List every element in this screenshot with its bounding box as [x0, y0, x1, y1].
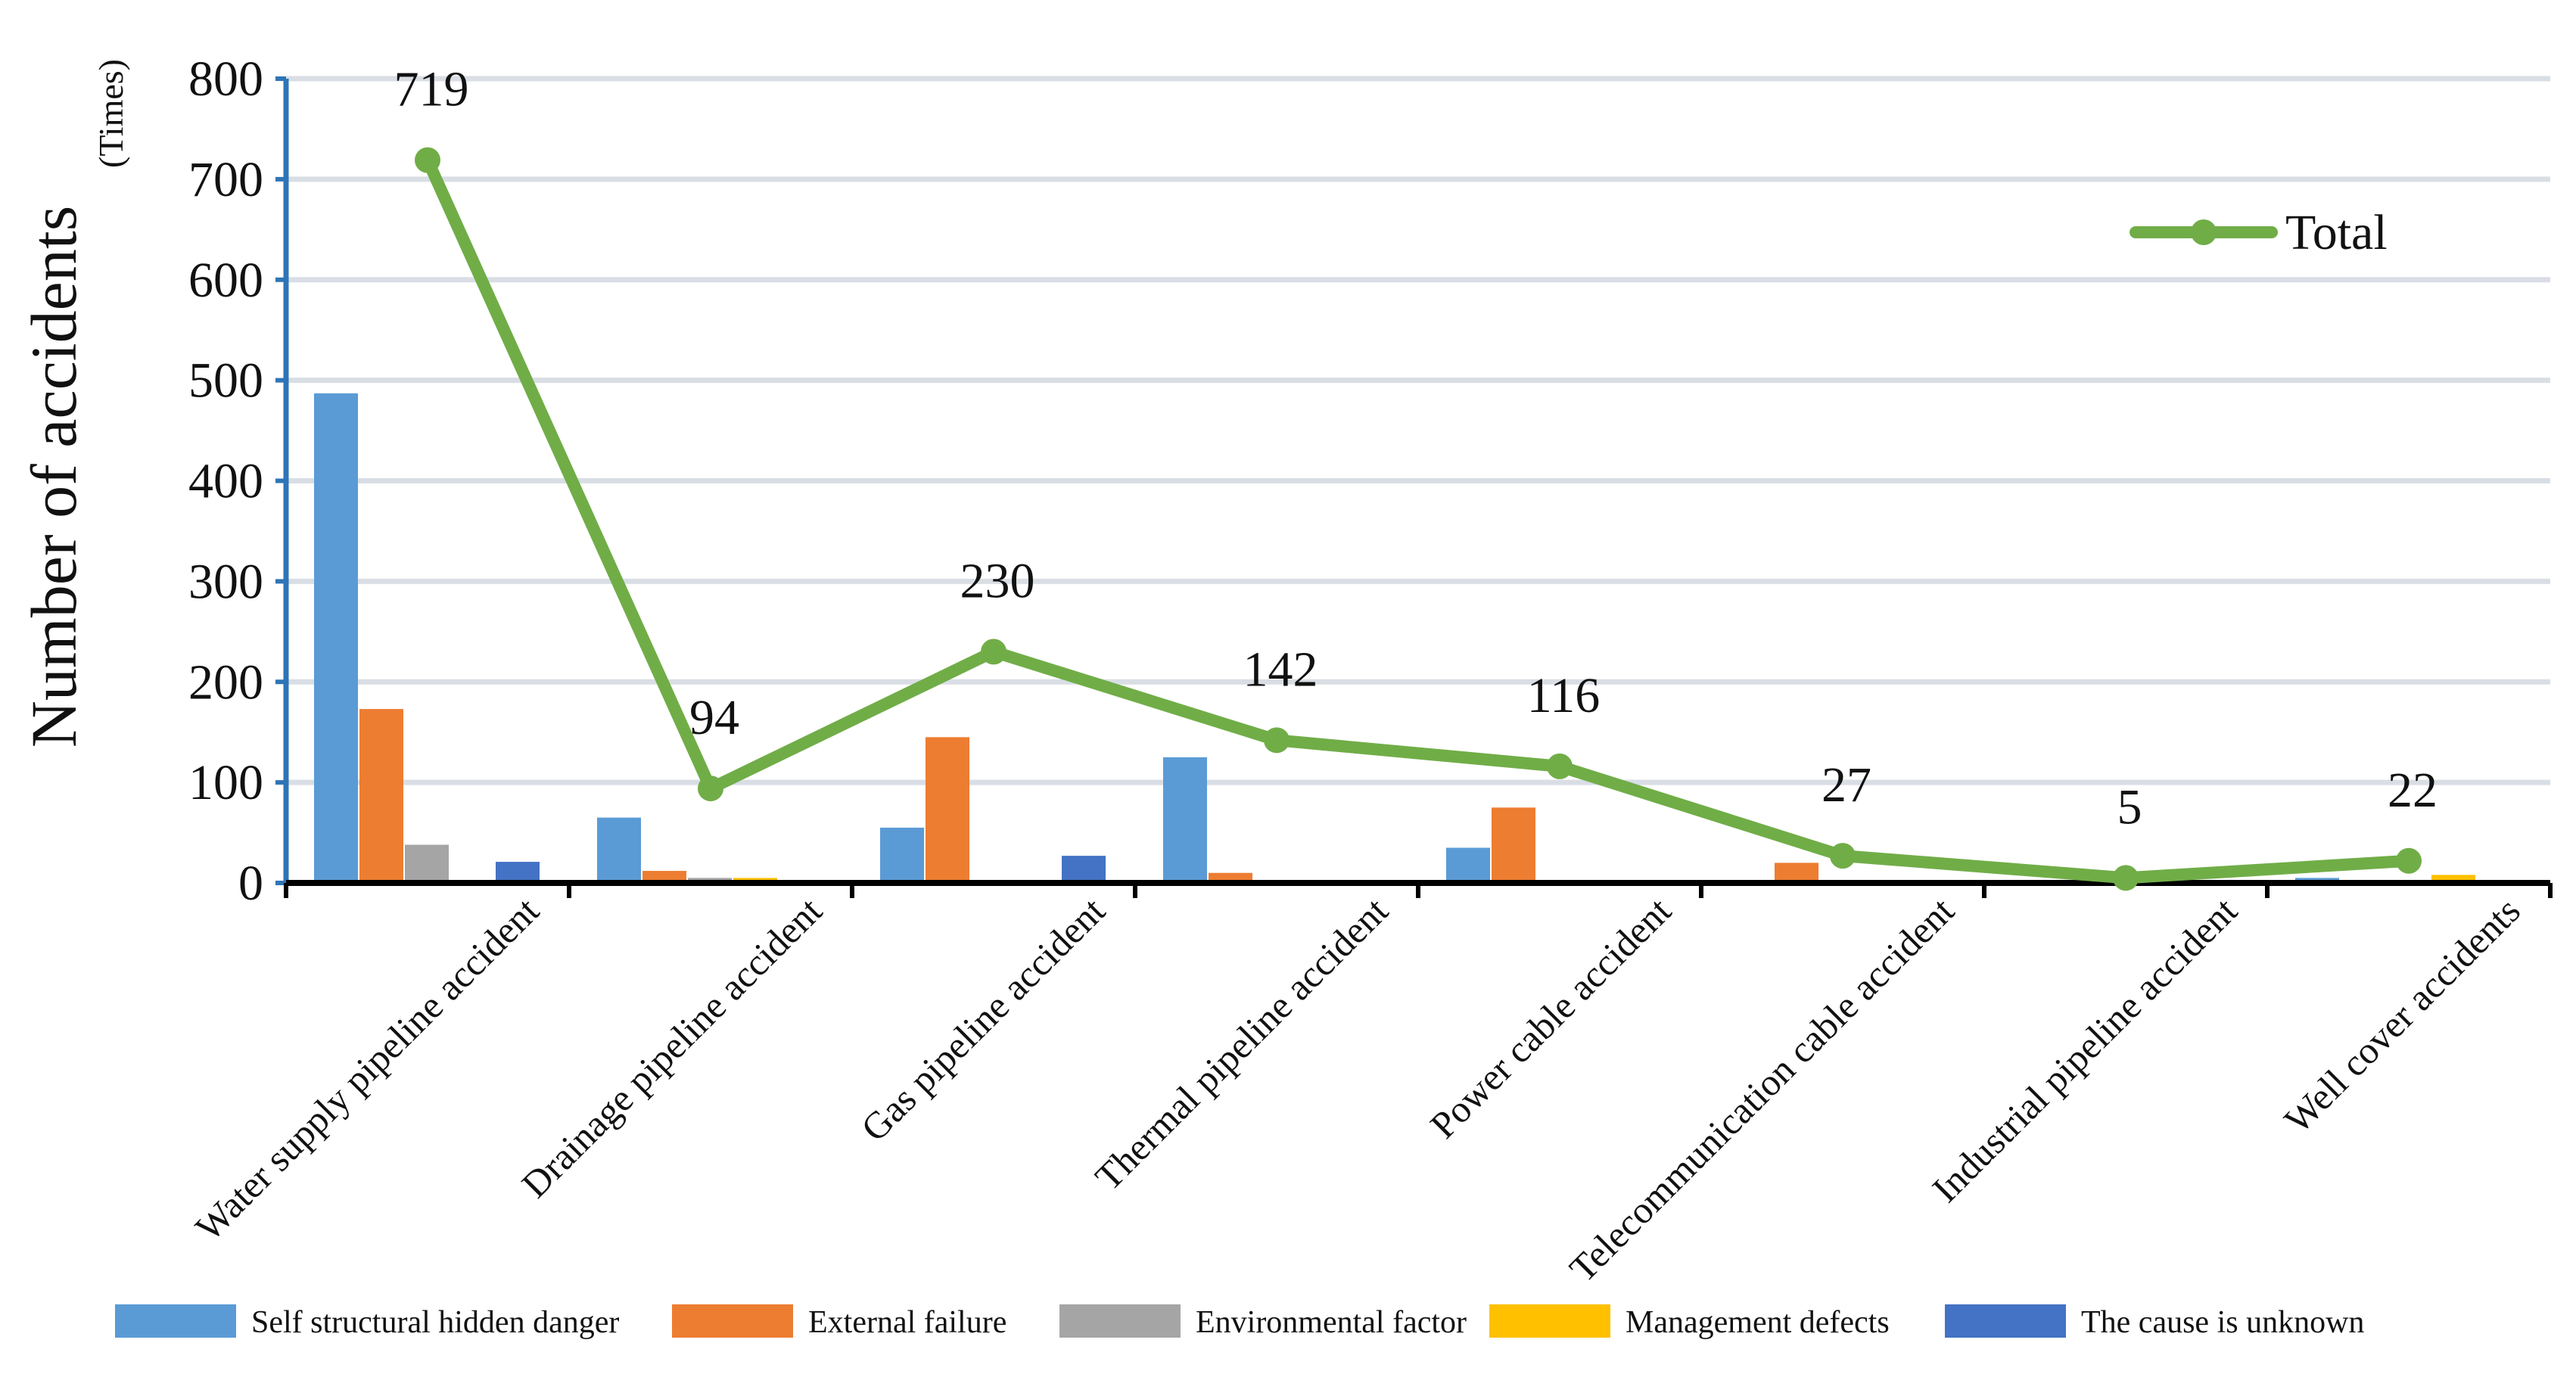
bar-external-failure: [1775, 863, 1818, 883]
labels: 719 94 230 142 116 27 5 22: [394, 62, 2438, 835]
total-line-point: [981, 639, 1006, 665]
grid-lines: [286, 76, 2550, 785]
y-tick-label: 200: [188, 654, 263, 710]
total-line: [415, 147, 2422, 891]
legend-total-label: Total: [2285, 205, 2388, 260]
y-tick-label: 300: [188, 554, 263, 609]
total-line-point: [2396, 847, 2422, 874]
total-line-point: [1830, 843, 1856, 869]
legend-swatch: [115, 1304, 236, 1338]
bar-environmental-factor: [405, 844, 449, 883]
bar-external-failure: [1492, 807, 1535, 883]
y-tick-label: 100: [188, 755, 263, 810]
total-data-label: 5: [2117, 779, 2142, 835]
legend-label: The cause is unknown: [2081, 1305, 2364, 1340]
total-line-point: [415, 147, 440, 173]
bar-self-structural-hidden-danger: [880, 827, 924, 883]
total-data-label: 719: [394, 62, 469, 117]
total-data-label: 94: [689, 690, 739, 745]
x-category-label: Industrial pipeline accident: [1924, 889, 2245, 1211]
total-data-label: 22: [2388, 763, 2438, 818]
x-category-label: Thermal pipeline accident: [1087, 889, 1396, 1198]
bar-self-structural-hidden-danger: [314, 393, 358, 883]
y-tick-label: 600: [188, 253, 263, 308]
bars: [314, 393, 2475, 883]
total-line-point: [2113, 865, 2139, 891]
bar-self-structural-hidden-danger: [1163, 757, 1207, 883]
legend-swatch: [1489, 1304, 1610, 1338]
legend-swatch: [672, 1304, 793, 1338]
bar-external-failure: [359, 709, 403, 883]
y-tick-label: 0: [238, 856, 263, 911]
total-data-label: 230: [960, 553, 1035, 608]
legend: Total Self structural hidden danger Extern…: [115, 205, 2388, 1340]
x-category-label: Power cable accident: [1422, 889, 1679, 1146]
total-data-label: 142: [1243, 642, 1318, 697]
bar-the-cause-is-unknown: [1062, 856, 1106, 883]
y-tick-label: 800: [188, 51, 263, 107]
bar-self-structural-hidden-danger: [1446, 847, 1490, 883]
total-data-label: 116: [1527, 668, 1601, 723]
x-category-label: Water supply pipeline accident: [187, 889, 547, 1249]
y-tick-label: 400: [188, 454, 263, 509]
bar-external-failure: [926, 737, 969, 883]
x-category-label: Drainage pipeline accident: [513, 889, 830, 1206]
legend-label: Environmental factor: [1196, 1305, 1467, 1340]
y-tick-label: 700: [188, 152, 263, 207]
x-category-label: Gas pipeline accident: [853, 889, 1113, 1149]
bar-self-structural-hidden-danger: [597, 817, 641, 883]
y-tick-label: 500: [188, 353, 263, 409]
legend-swatch: [1945, 1304, 2066, 1338]
x-category-label: Well cover accidents: [2276, 889, 2528, 1141]
y-axis-unit: (Times): [92, 59, 130, 168]
total-line-point: [1264, 727, 1290, 754]
bar-management-defects: [2431, 875, 2475, 883]
legend-swatch: [1059, 1304, 1181, 1338]
y-axis-label: Number of accidents: [17, 206, 90, 748]
total-line-point: [1547, 753, 1573, 779]
total-data-label: 27: [1822, 757, 1871, 813]
total-line-point: [698, 776, 723, 802]
total-line-path: [422, 154, 2415, 884]
legend-label: External failure: [808, 1305, 1006, 1340]
legend-total-marker: [2191, 219, 2217, 245]
legend-label: Management defects: [1626, 1305, 1890, 1340]
legend-label: Self structural hidden danger: [251, 1305, 619, 1340]
bar-the-cause-is-unknown: [496, 862, 540, 883]
